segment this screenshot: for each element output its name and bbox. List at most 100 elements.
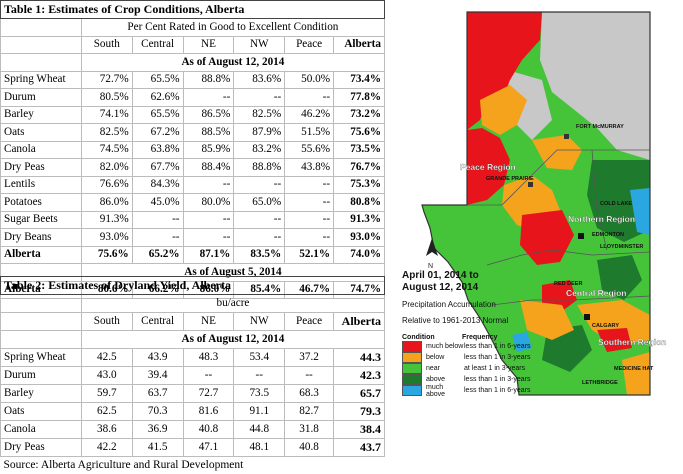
table-cell: 46.2%	[285, 106, 334, 124]
table-cell: --	[285, 229, 334, 247]
table2-header-central: Central	[132, 313, 183, 331]
crop-name: Potatoes	[1, 194, 82, 212]
table-cell: 73.2%	[334, 106, 385, 124]
legend-desc-1: Precipitation Accumulation	[402, 300, 670, 310]
table-cell: 65.7	[333, 385, 384, 403]
table-cell: 38.4	[333, 421, 384, 439]
table-cell: 40.8	[183, 421, 234, 439]
table-cell: --	[234, 89, 285, 107]
legend-frequency: less than 1 in 3-years	[464, 376, 604, 383]
legend-condition: below	[426, 354, 464, 361]
table-cell: 87.9%	[234, 124, 285, 142]
legend-frequency: less than 1 in 6-years	[464, 343, 604, 350]
table-cell: 82.5%	[81, 124, 132, 142]
table-cell: 63.8%	[132, 141, 183, 159]
table-cell: 93.0%	[81, 229, 132, 247]
table-cell: 38.6	[81, 421, 132, 439]
total-cell: 83.5%	[234, 246, 285, 264]
table1-header-alberta: Alberta	[334, 36, 385, 54]
source-note: Source: Alberta Agriculture and Rural De…	[1, 457, 385, 474]
table-cell: --	[285, 194, 334, 212]
total-cell: 65.2%	[132, 246, 183, 264]
table1-subtitle: Per Cent Rated in Good to Excellent Cond…	[81, 19, 384, 37]
table-cell: 79.3	[333, 403, 384, 421]
table-cell: --	[183, 176, 234, 194]
table-cell: 75.3%	[334, 176, 385, 194]
table-cell: 72.7	[183, 385, 234, 403]
table-cell: 77.8%	[334, 89, 385, 107]
crop-name: Durum	[1, 367, 82, 385]
table-cell: 63.7	[132, 385, 183, 403]
map-legend: April 01, 2014 to August 12, 2014 Precip…	[402, 270, 670, 396]
table-cell: 51.5%	[285, 124, 334, 142]
legend-frequency: less than 1 in 3-years	[464, 354, 604, 361]
crop-name: Spring Wheat	[1, 71, 82, 89]
table-cell: 36.9	[132, 421, 183, 439]
legend-condition: near	[426, 365, 464, 372]
table1-section1-blank	[1, 54, 82, 72]
table-cell: --	[234, 229, 285, 247]
table-cell: 62.6%	[132, 89, 183, 107]
table2-unit: bu/acre	[81, 295, 384, 313]
table-cell: 75.6%	[334, 124, 385, 142]
table-cell: 43.9	[132, 349, 183, 367]
svg-text:N: N	[428, 263, 433, 270]
legend-desc-2: Relative to 1961-2013 Normal	[402, 316, 670, 326]
table-cell: 80.8%	[334, 194, 385, 212]
table2-header-alberta: Alberta	[333, 313, 384, 331]
total-cell: 52.1%	[285, 246, 334, 264]
crop-name: Spring Wheat	[1, 349, 82, 367]
crop-name: Oats	[1, 124, 82, 142]
table2-header-nw: NW	[234, 313, 285, 331]
table-cell: 65.5%	[132, 106, 183, 124]
table-cell: --	[183, 367, 234, 385]
table-cell: 44.8	[234, 421, 285, 439]
table1-header-ne: NE	[183, 36, 234, 54]
table-cell: --	[183, 211, 234, 229]
crop-name: Barley	[1, 385, 82, 403]
table-cell: 72.7%	[81, 71, 132, 89]
table-cell: 44.3	[333, 349, 384, 367]
legend-condition: much above	[426, 384, 464, 398]
table-cell: 80.5%	[81, 89, 132, 107]
table-cell: 73.5	[234, 385, 285, 403]
table-cell: 68.3	[285, 385, 334, 403]
table-cell: 93.0%	[334, 229, 385, 247]
table-cell: 42.5	[81, 349, 132, 367]
northern-region-label: Northern Region	[568, 214, 635, 224]
table1-title: Table 1: Estimates of Crop Conditions, A…	[1, 1, 385, 19]
crop-name: Canola	[1, 421, 82, 439]
crop-name: Canola	[1, 141, 82, 159]
table-cell: --	[183, 89, 234, 107]
table-cell: --	[234, 211, 285, 229]
crop-name: Barley	[1, 106, 82, 124]
table-cell: 88.8%	[234, 159, 285, 177]
legend-title-1: April 01, 2014 to	[402, 270, 670, 282]
table-cell: 91.3%	[81, 211, 132, 229]
table-cell: --	[183, 229, 234, 247]
legend-frequency: less than 1 in 6-years	[464, 387, 604, 394]
legend-condition: much below	[426, 343, 464, 350]
table-cell: 88.4%	[183, 159, 234, 177]
fort-mcmurray-marker	[564, 134, 569, 139]
table-cell: 31.8	[285, 421, 334, 439]
table-cell: --	[234, 367, 285, 385]
table1-header-blank	[1, 36, 82, 54]
legend-title-2: August 12, 2014	[402, 282, 670, 294]
total-cell: 75.6%	[81, 246, 132, 264]
legend-swatch	[402, 363, 422, 374]
table1-header-central: Central	[132, 36, 183, 54]
table-cell: 91.3%	[334, 211, 385, 229]
table1-header-nw: NW	[234, 36, 285, 54]
table-cell: 65.5%	[132, 71, 183, 89]
table-cell: --	[285, 89, 334, 107]
table2-blank	[1, 295, 82, 313]
